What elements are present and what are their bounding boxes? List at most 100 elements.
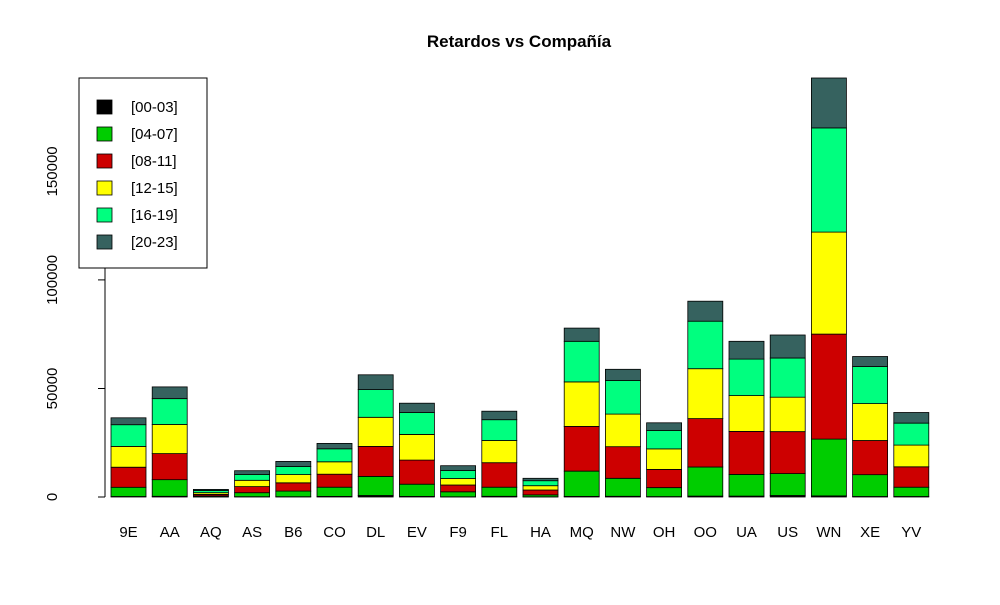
y-tick-label: 100000 xyxy=(44,255,61,305)
bar-segment-xe-1 xyxy=(853,475,888,497)
bar-stack-mq xyxy=(564,328,599,497)
x-tick-label: YV xyxy=(901,524,921,541)
bar-segment-oo-2 xyxy=(688,419,723,467)
x-tick-label: F9 xyxy=(449,524,467,541)
bar-segment-xe-4 xyxy=(853,367,888,404)
bar-segment-ua-3 xyxy=(729,396,764,432)
bar-segment-ev-2 xyxy=(399,460,434,484)
bar-stack-nw xyxy=(605,369,640,497)
bar-segment-nw-5 xyxy=(605,369,640,380)
x-tick-label: XE xyxy=(860,524,880,541)
bar-segment-xe-5 xyxy=(853,357,888,367)
bar-segment-dl-1 xyxy=(358,476,393,495)
bar-stack-as xyxy=(235,471,270,497)
legend-swatch xyxy=(97,208,112,222)
bar-segment-oo-5 xyxy=(688,301,723,321)
bar-stack-ha xyxy=(523,478,558,497)
bar-segment-fl-3 xyxy=(482,441,517,463)
bar-segment-fl-2 xyxy=(482,463,517,488)
bar-segment-wn-2 xyxy=(811,334,846,439)
bar-stack-co xyxy=(317,443,352,497)
bar-segment-ha-4 xyxy=(523,481,558,486)
bar-segment-b6-5 xyxy=(276,461,311,466)
bar-segment-oo-4 xyxy=(688,321,723,369)
bar-segment-nw-3 xyxy=(605,414,640,447)
bar-segment-co-1 xyxy=(317,487,352,496)
bar-stack-ev xyxy=(399,403,434,497)
bar-segment-wn-5 xyxy=(811,78,846,128)
bar-segment-f9-2 xyxy=(441,485,476,492)
bar-segment-mq-1 xyxy=(564,471,599,496)
bar-segment-oh-4 xyxy=(647,430,682,449)
bar-segment-aa-2 xyxy=(152,454,187,480)
bar-segment-ua-4 xyxy=(729,359,764,396)
bar-segment-us-4 xyxy=(770,358,805,397)
bar-segment-xe-3 xyxy=(853,404,888,441)
bar-segment-f9-3 xyxy=(441,479,476,486)
bar-segment-us-5 xyxy=(770,335,805,358)
bar-segment-9e-4 xyxy=(111,425,146,447)
bar-segment-9e-5 xyxy=(111,418,146,425)
bar-segment-as-3 xyxy=(235,480,270,486)
bar-segment-nw-4 xyxy=(605,380,640,414)
bar-segment-ev-4 xyxy=(399,413,434,435)
x-tick-label: EV xyxy=(407,524,427,541)
x-tick-label: HA xyxy=(530,524,551,541)
legend-label: [04-07] xyxy=(131,126,178,143)
bar-segment-aa-4 xyxy=(152,399,187,425)
x-tick-label: FL xyxy=(491,524,509,541)
bar-segment-wn-4 xyxy=(811,128,846,232)
bar-segment-9e-2 xyxy=(111,467,146,487)
x-tick-label: B6 xyxy=(284,524,302,541)
bar-segment-aq-5 xyxy=(193,489,228,490)
x-tick-label: AA xyxy=(160,524,180,541)
bar-stack-aa xyxy=(152,387,187,497)
bar-segment-aa-3 xyxy=(152,425,187,454)
bar-stack-yv xyxy=(894,413,929,498)
bar-segment-f9-4 xyxy=(441,471,476,479)
bar-segment-ua-5 xyxy=(729,341,764,359)
bar-stack-fl xyxy=(482,411,517,497)
y-tick-label: 150000 xyxy=(44,146,61,196)
bar-segment-ua-1 xyxy=(729,474,764,496)
bar-segment-9e-1 xyxy=(111,487,146,496)
bar-segment-oo-3 xyxy=(688,369,723,419)
y-tick-label: 50000 xyxy=(44,368,61,410)
x-tick-label: WN xyxy=(816,524,841,541)
bar-segment-oo-1 xyxy=(688,467,723,496)
bar-segment-as-5 xyxy=(235,471,270,475)
x-tick-label: OH xyxy=(653,524,676,541)
bar-segment-nw-1 xyxy=(605,478,640,496)
bar-segment-mq-5 xyxy=(564,328,599,341)
bar-segment-b6-2 xyxy=(276,483,311,491)
bar-segment-us-1 xyxy=(770,474,805,496)
bar-stack-oo xyxy=(688,301,723,497)
bars-layer xyxy=(111,78,929,497)
bar-segment-b6-4 xyxy=(276,466,311,474)
bar-segment-ev-1 xyxy=(399,484,434,496)
chart-title: Retardos vs Compañía xyxy=(427,32,612,51)
legend-label: [00-03] xyxy=(131,99,178,116)
bar-segment-aa-5 xyxy=(152,387,187,399)
bar-segment-ua-2 xyxy=(729,431,764,474)
bar-stack-aq xyxy=(193,489,228,497)
legend-label: [12-15] xyxy=(131,180,178,197)
bar-segment-dl-5 xyxy=(358,375,393,390)
bar-stack-us xyxy=(770,335,805,497)
bar-segment-co-2 xyxy=(317,474,352,487)
bar-segment-mq-2 xyxy=(564,426,599,471)
bar-stack-9e xyxy=(111,418,146,497)
bar-segment-dl-2 xyxy=(358,446,393,476)
bar-segment-oh-2 xyxy=(647,469,682,487)
bar-segment-dl-4 xyxy=(358,390,393,418)
legend-swatch xyxy=(97,181,112,195)
x-tick-label: NW xyxy=(610,524,636,541)
bar-segment-ha-2 xyxy=(523,490,558,495)
bar-segment-co-4 xyxy=(317,449,352,462)
bar-segment-yv-4 xyxy=(894,423,929,445)
x-tick-label: DL xyxy=(366,524,385,541)
bar-segment-oh-1 xyxy=(647,488,682,497)
bar-segment-co-5 xyxy=(317,443,352,448)
bar-segment-wn-1 xyxy=(811,439,846,496)
legend-label: [20-23] xyxy=(131,234,178,251)
